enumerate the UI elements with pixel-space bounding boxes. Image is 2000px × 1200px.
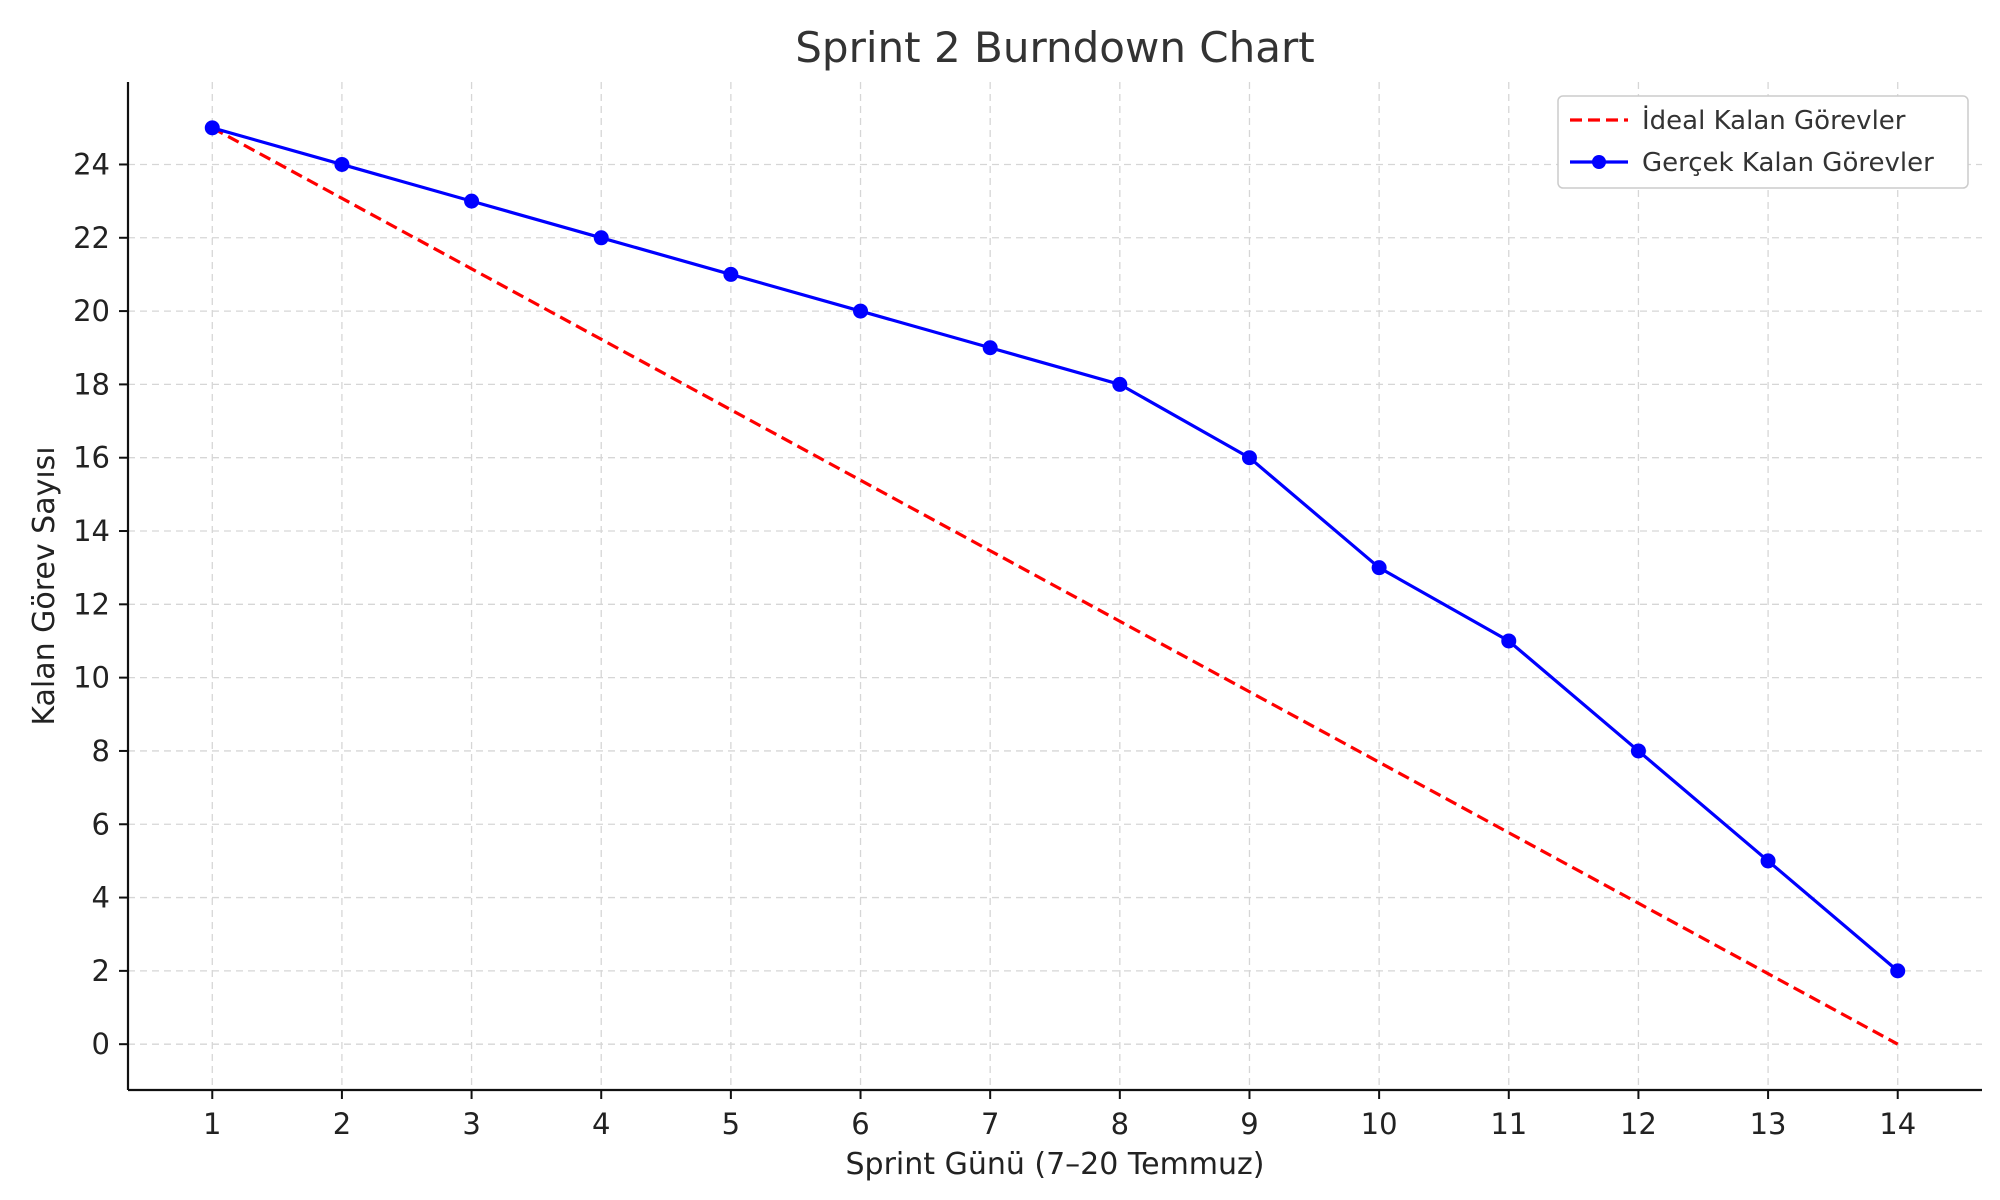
legend: İdeal Kalan Görevler Gerçek Kalan Görevl… [1557, 95, 1969, 189]
y-tick-label: 10 [73, 661, 110, 695]
axes [126, 82, 1982, 1092]
actual-data-point [1630, 743, 1646, 759]
y-tick-label: 22 [73, 221, 110, 255]
actual-data-point [593, 230, 609, 246]
x-tick-label: 3 [462, 1107, 480, 1141]
series-layer [204, 120, 1906, 1046]
actual-data-point [464, 193, 480, 209]
x-axis-label: Sprint Günü (7–20 Temmuz) [846, 1147, 1265, 1182]
actual-data-point [1241, 450, 1257, 466]
x-tick-label: 9 [1240, 1107, 1258, 1141]
x-tick-label: 7 [981, 1107, 999, 1141]
actual-data-point [723, 266, 739, 282]
y-tick-label: 18 [73, 367, 110, 401]
y-tick-label: 16 [73, 441, 110, 475]
actual-data-point [334, 156, 350, 172]
actual-data-point [1501, 633, 1517, 649]
actual-data-point [982, 340, 998, 356]
actual-data-point [853, 303, 869, 319]
x-tick-label: 11 [1490, 1107, 1527, 1141]
y-tick-label: 12 [73, 587, 110, 621]
legend-box [1557, 95, 1969, 189]
x-tick-label: 6 [851, 1107, 869, 1141]
actual-data-point [1890, 963, 1906, 979]
y-tick-label: 24 [73, 147, 110, 181]
y-tick-label: 2 [92, 954, 110, 988]
x-tick-label: 4 [592, 1107, 610, 1141]
actual-data-point [1371, 560, 1387, 576]
y-tick-label: 0 [92, 1027, 110, 1061]
x-tick-label: 12 [1620, 1107, 1657, 1141]
y-tick-label: 20 [73, 294, 110, 328]
grid [128, 82, 1982, 1090]
x-tick-label: 5 [722, 1107, 740, 1141]
chart-title: Sprint 2 Burndown Chart [795, 23, 1314, 72]
actual-data-point [1112, 376, 1128, 392]
actual-data-point [1760, 853, 1776, 869]
x-tick-label: 8 [1111, 1107, 1129, 1141]
x-tick-label: 1 [203, 1107, 221, 1141]
y-axis-label: Kalan Görev Sayısı [27, 446, 62, 725]
legend-entry-ideal: İdeal Kalan Görevler [1642, 104, 1906, 136]
x-tick-label: 2 [333, 1107, 351, 1141]
legend-marker-actual [1592, 155, 1606, 169]
actual-data-point [204, 120, 220, 136]
x-tick-label: 10 [1361, 1107, 1398, 1141]
ideal-remaining-line [211, 126, 1899, 1046]
legend-entry-actual: Gerçek Kalan Görevler [1642, 148, 1934, 178]
y-tick-label: 4 [92, 881, 110, 915]
actual-remaining-line [211, 126, 1899, 973]
y-tick-label: 8 [92, 734, 110, 768]
x-tick-label: 14 [1879, 1107, 1916, 1141]
x-tick-label: 13 [1750, 1107, 1787, 1141]
y-tick-label: 14 [73, 514, 110, 548]
y-tick-label: 6 [92, 807, 110, 841]
